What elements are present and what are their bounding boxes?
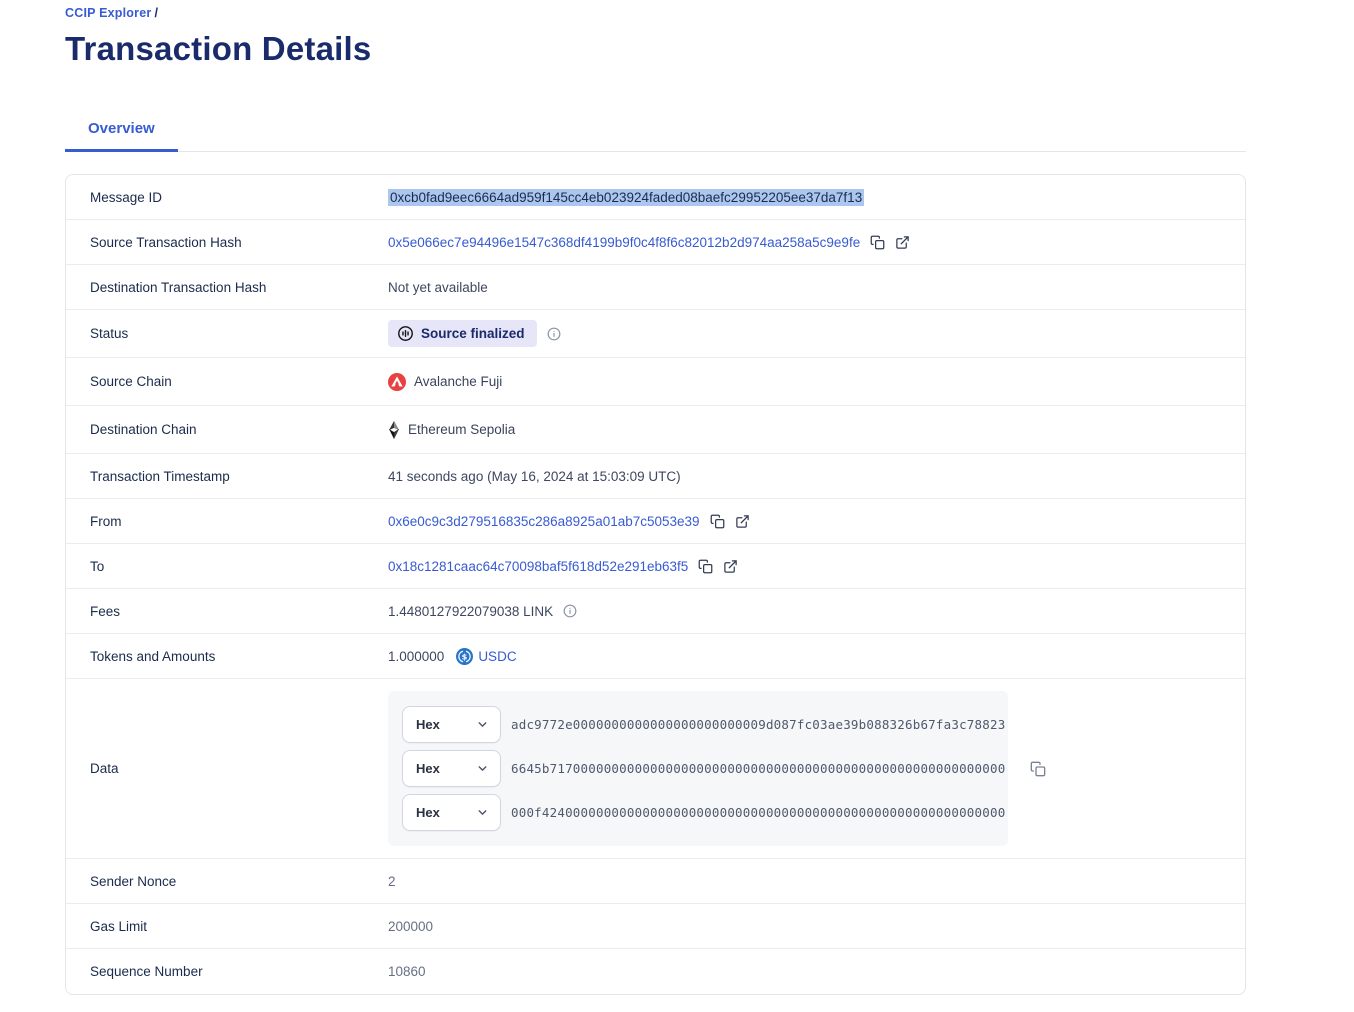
table-row-gas-limit: Gas Limit 200000 [66, 904, 1245, 949]
copy-icon[interactable] [710, 514, 725, 529]
row-label: Data [90, 761, 119, 776]
breadcrumb-link-ccip-explorer[interactable]: CCIP Explorer [65, 6, 152, 20]
table-row-dest-chain: Destination Chain Ethereum Sepolia [66, 406, 1245, 454]
source-tx-hash-link[interactable]: 0x5e066ec7e94496e1547c368df4199b9f0c4f8f… [388, 234, 861, 250]
token-amount: 1.000000 [388, 648, 445, 664]
avalanche-icon [388, 372, 406, 391]
fees-value: 1.4480127922079038 LINK [388, 603, 554, 619]
row-label: Destination Transaction Hash [90, 279, 267, 295]
info-icon[interactable] [547, 327, 561, 341]
to-address-link[interactable]: 0x18c1281caac64c70098baf5f618d52e291eb63… [388, 558, 689, 574]
external-link-icon[interactable] [723, 559, 738, 574]
source-chain-name: Avalanche Fuji [414, 374, 503, 389]
timestamp-value: 41 seconds ago (May 16, 2024 at 15:03:09… [388, 468, 681, 484]
row-label: Source Transaction Hash [90, 234, 242, 250]
data-format-value: Hex [416, 761, 440, 776]
data-format-select[interactable]: Hex [402, 794, 501, 831]
chevron-down-icon [478, 810, 487, 815]
table-row-tokens: Tokens and Amounts 1.000000 $ USDC [66, 634, 1245, 679]
data-hex-panel: Hex adc9772e0000000000000000000000009d08… [388, 691, 1008, 846]
tab-overview[interactable]: Overview [65, 108, 178, 152]
status-signal-icon [398, 326, 413, 341]
table-row-to: To 0x18c1281caac64c70098baf5f618d52e291e… [66, 544, 1245, 589]
row-label: Message ID [90, 189, 163, 205]
table-row-from: From 0x6e0c9c3d279516835c286a8925a01ab7c… [66, 499, 1245, 544]
page-title: Transaction Details [65, 30, 372, 67]
breadcrumb: CCIP Explorer / [65, 6, 1246, 20]
table-row-sender-nonce: Sender Nonce 2 [66, 859, 1245, 904]
usdc-icon: $ [456, 647, 474, 665]
row-label: Transaction Timestamp [90, 468, 230, 484]
row-label: Fees [90, 603, 121, 619]
message-id-value: 0xcb0fad9eec6664ad959f145cc4eb023924fade… [388, 188, 865, 206]
transaction-details-table: Message ID 0xcb0fad9eec6664ad959f145cc4e… [65, 174, 1246, 995]
sender-nonce-value: 2 [388, 873, 396, 889]
status-badge-label: Source finalized [421, 326, 525, 341]
info-icon[interactable] [563, 604, 577, 618]
table-row-timestamp: Transaction Timestamp 41 seconds ago (Ma… [66, 454, 1245, 499]
tab-bar: Overview [65, 108, 1246, 152]
copy-icon[interactable] [698, 559, 713, 574]
copy-icon[interactable] [1030, 761, 1046, 777]
row-label: Source Chain [90, 374, 172, 389]
table-row-fees: Fees 1.4480127922079038 LINK [66, 589, 1245, 634]
table-row-status: Status Source finalized [66, 310, 1245, 358]
data-format-select[interactable]: Hex [402, 706, 501, 743]
gas-limit-value: 200000 [388, 918, 434, 934]
table-row-dest-tx-hash: Destination Transaction Hash Not yet ava… [66, 265, 1245, 310]
breadcrumb-separator: / [154, 6, 159, 20]
copy-icon[interactable] [870, 235, 885, 250]
external-link-icon[interactable] [735, 514, 750, 529]
data-format-value: Hex [416, 805, 440, 820]
external-link-icon[interactable] [895, 235, 910, 250]
row-label: Sequence Number [90, 964, 203, 979]
table-row-source-tx-hash: Source Transaction Hash 0x5e066ec7e94496… [66, 220, 1245, 265]
dest-chain-name: Ethereum Sepolia [408, 422, 516, 437]
row-label: Gas Limit [90, 918, 148, 934]
svg-text:$: $ [462, 651, 468, 661]
ethereum-icon [389, 420, 399, 439]
chevron-down-icon [478, 722, 487, 727]
row-label: From [90, 513, 122, 529]
table-row-message-id: Message ID 0xcb0fad9eec6664ad959f145cc4e… [66, 175, 1245, 220]
row-label: To [90, 558, 105, 574]
status-badge: Source finalized [388, 320, 537, 347]
data-line: Hex 6645b7170000000000000000000000000000… [402, 750, 1005, 787]
data-hex-word: 6645b71700000000000000000000000000000000… [511, 761, 1006, 776]
row-label: Sender Nonce [90, 873, 177, 889]
data-line: Hex 000f42400000000000000000000000000000… [402, 794, 1005, 831]
row-label: Tokens and Amounts [90, 648, 216, 664]
table-row-source-chain: Source Chain Avalanche Fuji [66, 358, 1245, 406]
chevron-down-icon [478, 766, 487, 771]
data-format-select[interactable]: Hex [402, 750, 501, 787]
data-line: Hex adc9772e0000000000000000000000009d08… [402, 706, 1005, 743]
row-label: Destination Chain [90, 422, 197, 437]
table-row-sequence-number: Sequence Number 10860 [66, 949, 1245, 994]
data-format-value: Hex [416, 717, 440, 732]
data-hex-word: adc9772e0000000000000000000000009d087fc0… [511, 717, 1006, 732]
token-symbol-link[interactable]: USDC [478, 648, 517, 664]
sequence-number-value: 10860 [388, 964, 426, 979]
row-label: Status [90, 326, 129, 341]
data-hex-word: 000f424000000000000000000000000000000000… [511, 805, 1006, 820]
from-address-link[interactable]: 0x6e0c9c3d279516835c286a8925a01ab7c5053e… [388, 513, 700, 529]
table-row-data: Data Hex adc9772e00000000000000000000000… [66, 679, 1245, 859]
dest-tx-hash-value: Not yet available [388, 279, 488, 295]
